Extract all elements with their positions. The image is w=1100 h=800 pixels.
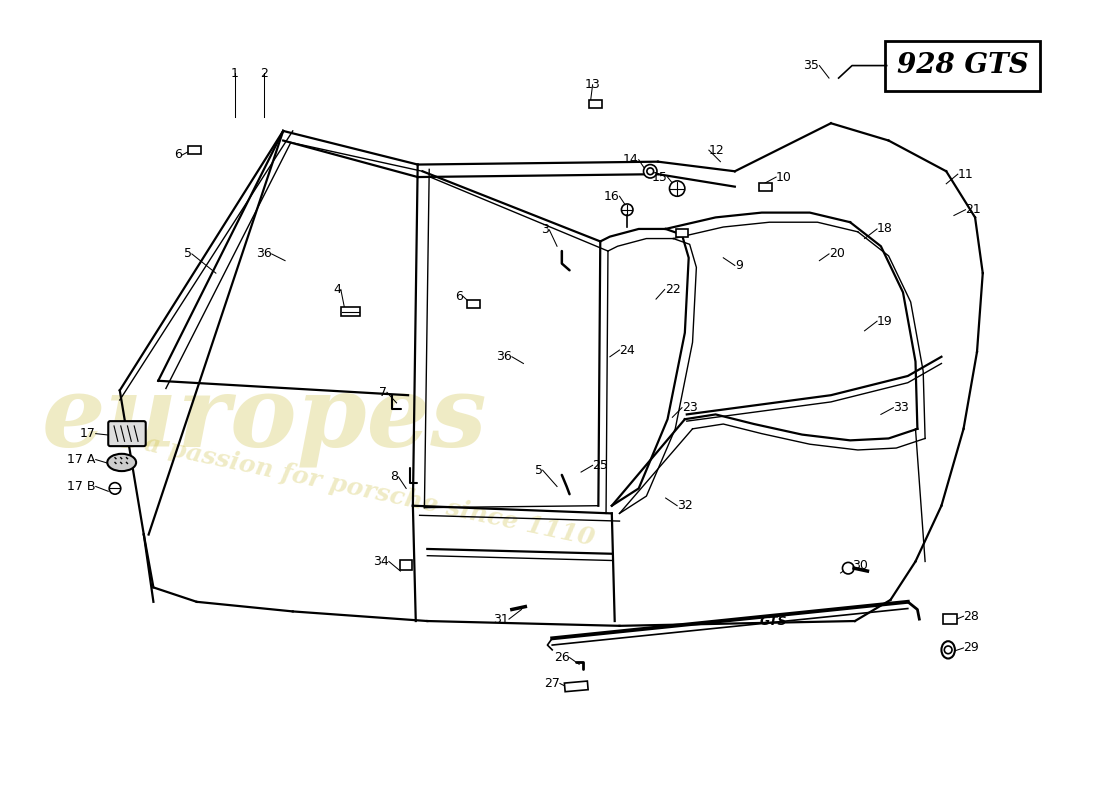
Text: a passion for porsche since 1110: a passion for porsche since 1110 <box>142 432 597 551</box>
Text: GTS: GTS <box>759 615 786 629</box>
Text: 12: 12 <box>708 144 725 157</box>
Text: 32: 32 <box>678 499 693 512</box>
Bar <box>588 100 602 108</box>
Text: 34: 34 <box>373 555 389 568</box>
Text: 17 B: 17 B <box>67 480 96 493</box>
Bar <box>564 681 589 692</box>
Text: 21: 21 <box>966 203 981 216</box>
Bar <box>400 561 411 570</box>
Ellipse shape <box>108 454 136 471</box>
Text: 1: 1 <box>231 66 239 80</box>
Text: 8: 8 <box>390 470 398 483</box>
Text: 11: 11 <box>958 168 974 181</box>
FancyBboxPatch shape <box>108 421 145 446</box>
Bar <box>188 146 201 154</box>
Circle shape <box>109 482 121 494</box>
Text: 7: 7 <box>378 386 387 399</box>
Text: 35: 35 <box>803 59 820 72</box>
Text: 928 GTS: 928 GTS <box>896 52 1028 79</box>
Text: 13: 13 <box>585 78 601 91</box>
Text: 9: 9 <box>735 259 743 272</box>
Circle shape <box>621 204 632 215</box>
Circle shape <box>647 168 653 174</box>
Circle shape <box>944 646 952 654</box>
Text: 15: 15 <box>651 170 668 183</box>
Ellipse shape <box>942 642 955 658</box>
Text: 18: 18 <box>877 222 893 235</box>
Text: 14: 14 <box>623 154 639 166</box>
Circle shape <box>644 165 657 178</box>
Bar <box>676 229 688 237</box>
Text: 23: 23 <box>682 401 697 414</box>
Text: 29: 29 <box>964 642 979 654</box>
Text: 16: 16 <box>604 190 619 202</box>
Text: 5: 5 <box>535 464 542 477</box>
Circle shape <box>843 562 854 574</box>
Text: europes: europes <box>41 371 486 467</box>
Text: 10: 10 <box>777 170 792 183</box>
Text: 3: 3 <box>541 223 549 237</box>
Text: 19: 19 <box>877 314 893 328</box>
Text: 22: 22 <box>664 283 681 296</box>
Text: 24: 24 <box>619 343 636 357</box>
Text: 4: 4 <box>333 283 341 296</box>
Text: 20: 20 <box>829 247 845 261</box>
Text: 25: 25 <box>593 459 608 472</box>
Text: 17 A: 17 A <box>67 453 96 466</box>
Text: 2: 2 <box>260 66 268 80</box>
Bar <box>466 300 481 308</box>
Text: 17: 17 <box>80 427 96 440</box>
Text: 5: 5 <box>184 247 191 261</box>
Bar <box>759 183 772 190</box>
Text: 26: 26 <box>553 651 570 664</box>
Circle shape <box>670 181 685 196</box>
Text: 30: 30 <box>852 558 868 572</box>
Text: 31: 31 <box>493 613 509 626</box>
Text: 36: 36 <box>256 247 272 261</box>
Text: 36: 36 <box>496 350 512 363</box>
Bar <box>943 614 957 624</box>
Text: 33: 33 <box>893 401 909 414</box>
Text: 27: 27 <box>544 677 560 690</box>
FancyBboxPatch shape <box>884 41 1041 90</box>
Text: 6: 6 <box>175 149 183 162</box>
Text: 28: 28 <box>964 610 979 622</box>
Bar <box>341 306 360 316</box>
Text: 6: 6 <box>455 290 463 302</box>
